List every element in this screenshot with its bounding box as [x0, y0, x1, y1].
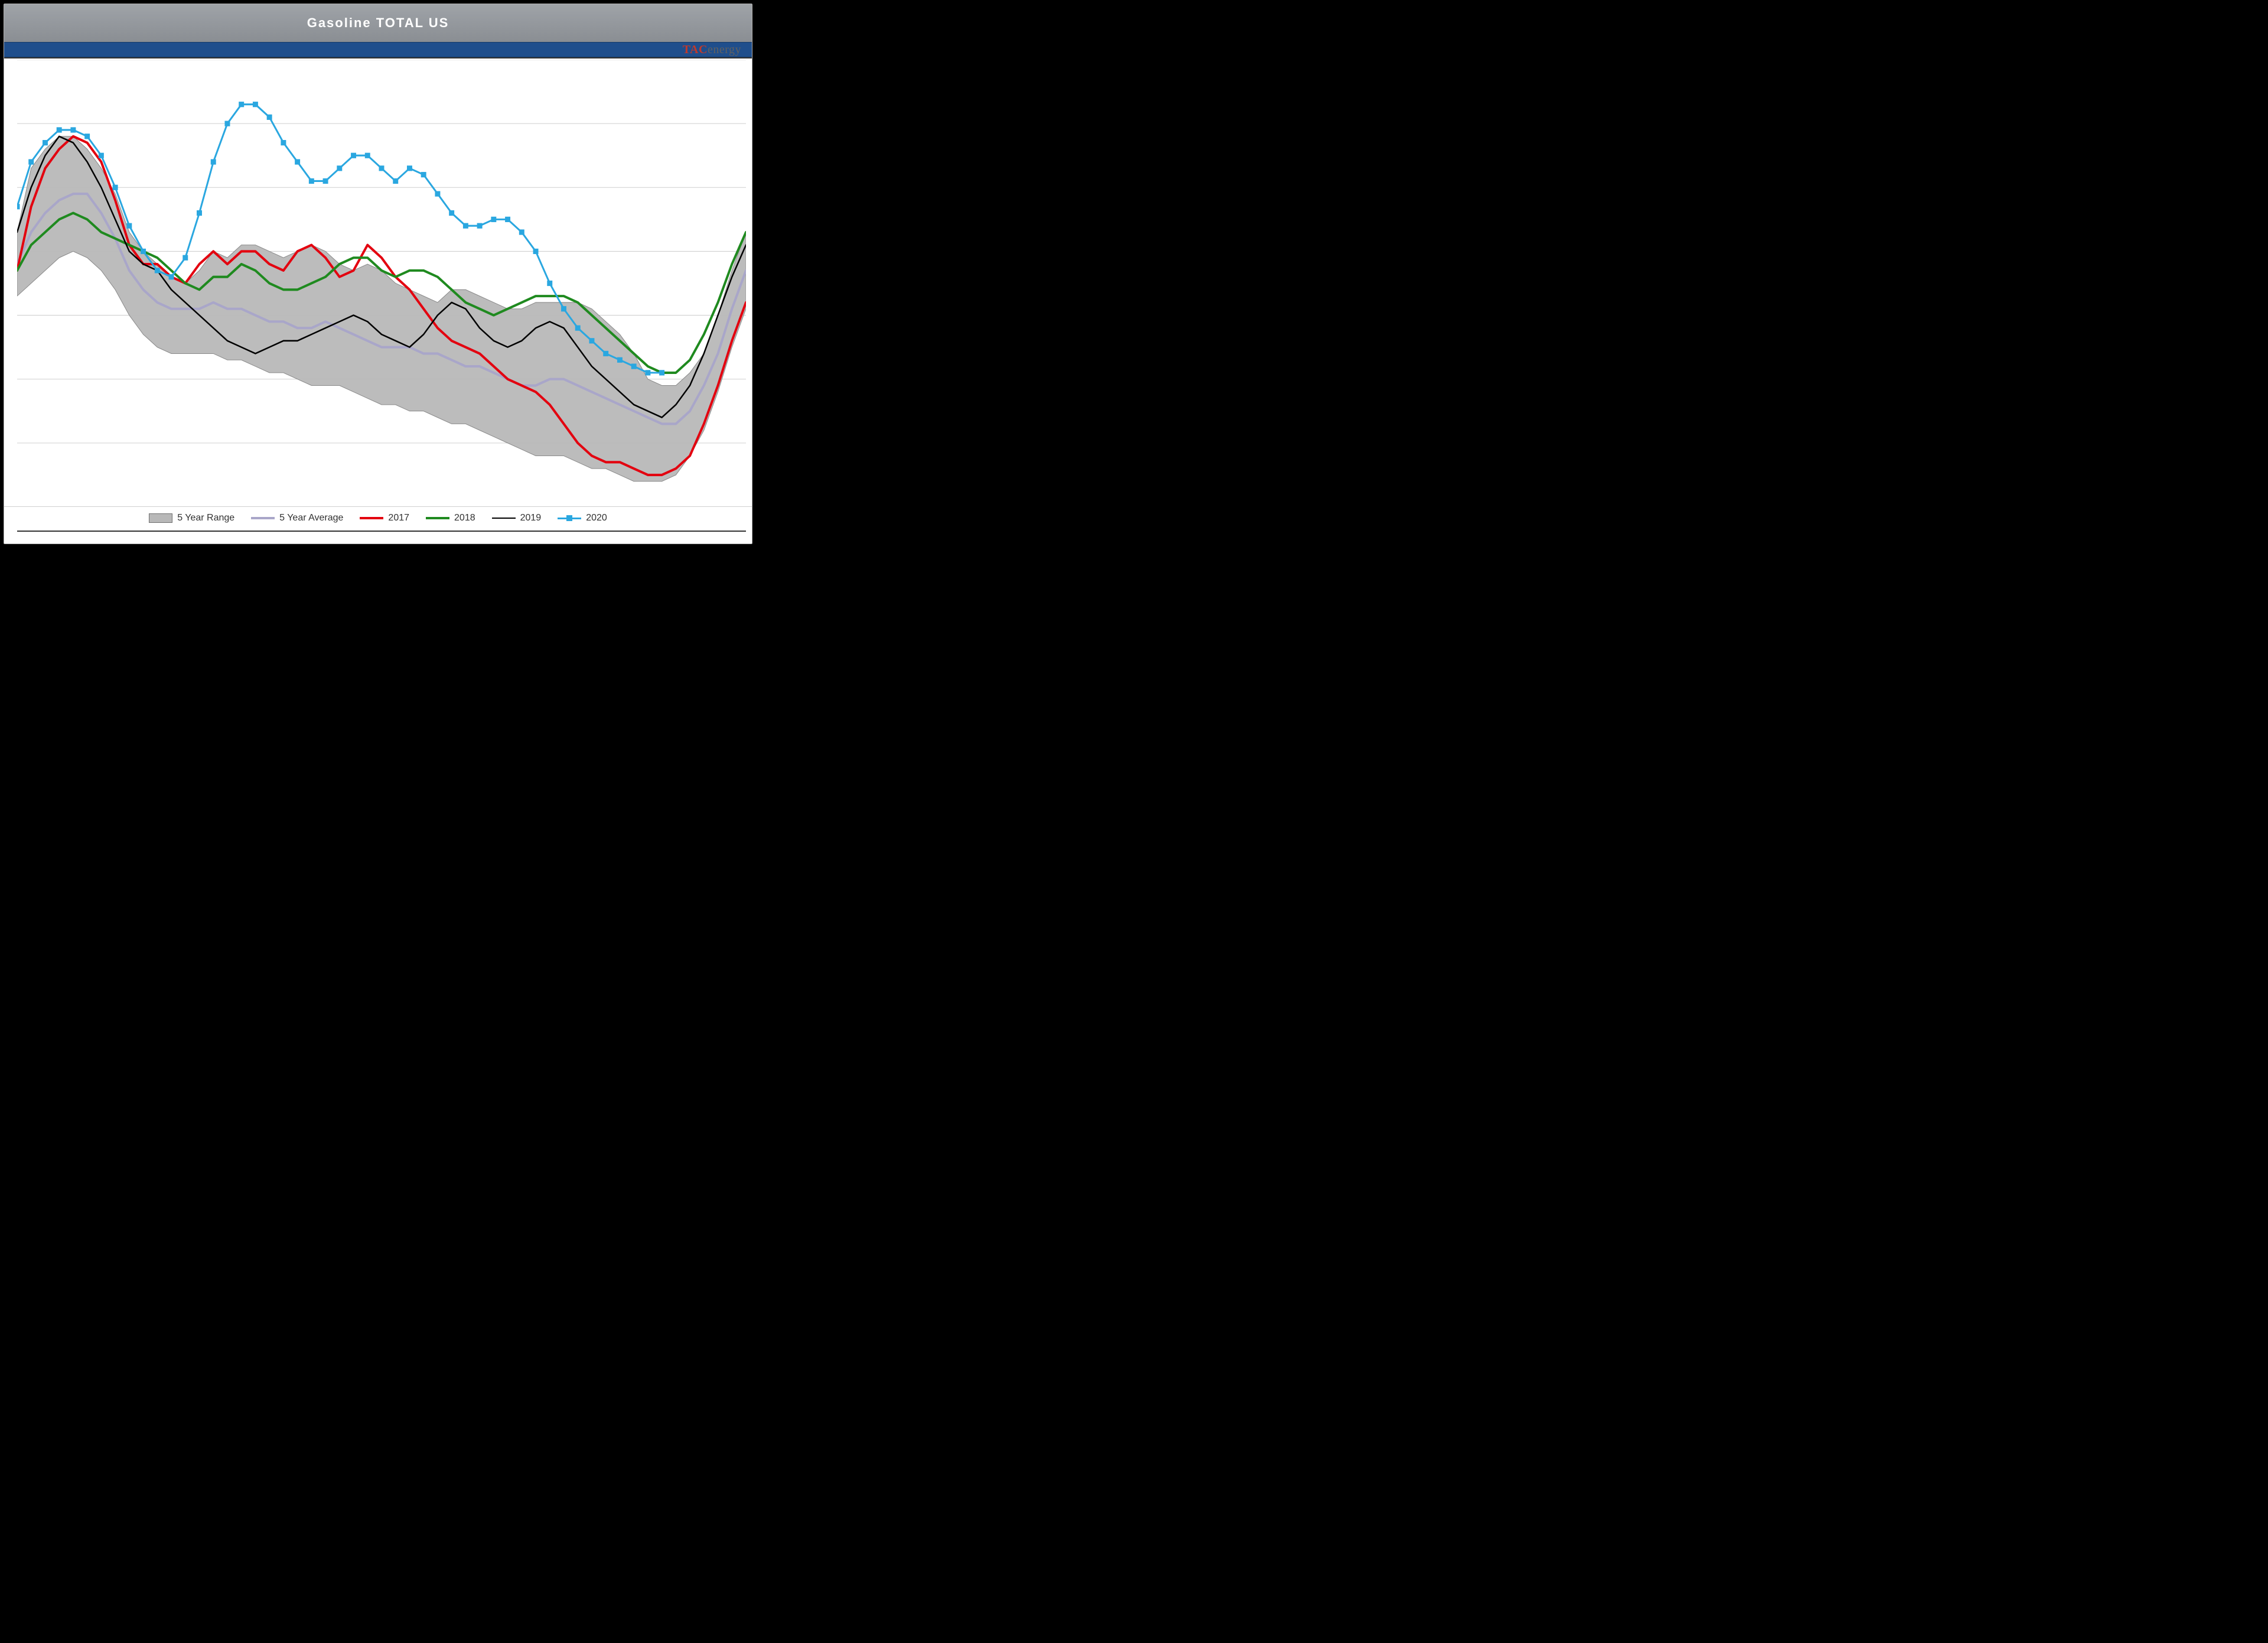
chart-container: Gasoline TOTAL US TACenergy 5 Year Range… [0, 0, 756, 548]
brand-logo-left: TAC [683, 43, 708, 56]
legend-label-range: 5 Year Range [177, 513, 234, 523]
chart-svg [17, 60, 746, 507]
plot-area [17, 60, 746, 507]
brand-logo: TACenergy [683, 43, 741, 57]
brand-logo-right: energy [708, 43, 741, 56]
legend-label-2019: 2019 [520, 513, 542, 523]
legend-swatch-2017 [360, 517, 383, 519]
legend-label-2018: 2018 [454, 513, 475, 523]
legend-item-avg: 5 Year Average [251, 513, 343, 523]
legend: 5 Year Range 5 Year Average 2017 2018 20… [4, 506, 752, 527]
legend-item-2019: 2019 [492, 513, 542, 523]
top-axis-line [4, 57, 752, 58]
legend-swatch-2018 [426, 517, 449, 519]
legend-swatch-2020 [558, 517, 581, 519]
legend-item-2020: 2020 [558, 513, 607, 523]
legend-item-2018: 2018 [426, 513, 475, 523]
legend-label-2017: 2017 [388, 513, 409, 523]
legend-swatch-2019 [492, 518, 516, 519]
bottom-axis-line [17, 531, 746, 532]
legend-item-range: 5 Year Range [149, 513, 234, 523]
legend-label-2020: 2020 [586, 513, 607, 523]
chart-frame: Gasoline TOTAL US TACenergy 5 Year Range… [4, 4, 752, 544]
chart-title: Gasoline TOTAL US [307, 15, 449, 31]
legend-swatch-range [149, 513, 172, 523]
chart-title-bar: Gasoline TOTAL US [4, 4, 752, 42]
legend-item-2017: 2017 [360, 513, 409, 523]
header-accent-band [4, 42, 752, 57]
legend-label-avg: 5 Year Average [279, 513, 343, 523]
legend-swatch-avg [251, 517, 275, 519]
